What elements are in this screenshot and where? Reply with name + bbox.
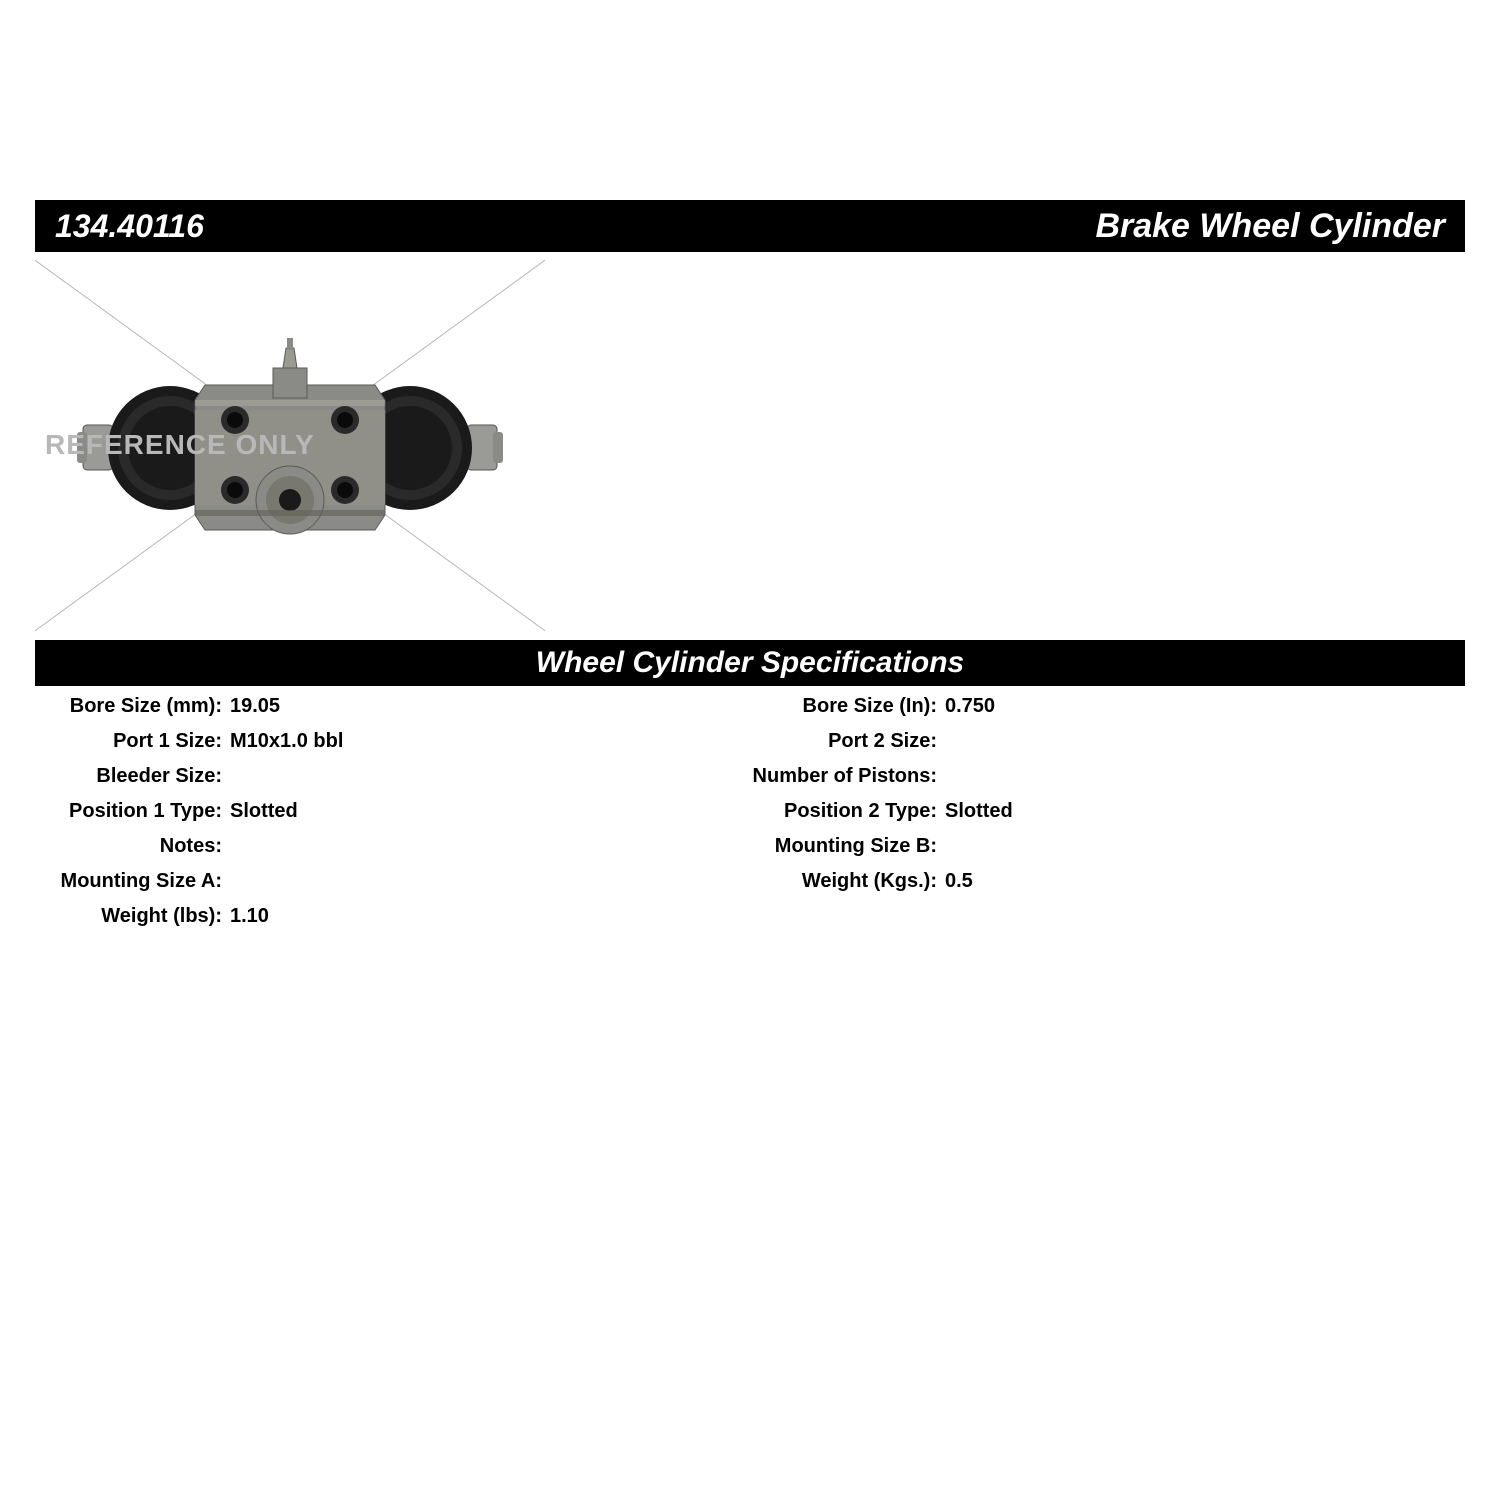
spec-label: Position 1 Type:: [35, 800, 230, 823]
spec-value: 0.750: [945, 695, 995, 718]
spec-value: 19.05: [230, 695, 280, 718]
spec-row: Position 1 Type: Slotted: [35, 800, 750, 830]
spec-row: Position 2 Type: Slotted: [750, 800, 1465, 830]
product-title: Brake Wheel Cylinder: [1095, 207, 1445, 246]
spec-row: Mounting Size A:: [35, 870, 750, 900]
spec-value: Slotted: [230, 800, 298, 823]
spec-label: Bore Size (In):: [750, 695, 945, 718]
spec-row: Weight (Kgs.): 0.5: [750, 870, 1465, 900]
spec-row: Port 1 Size: M10x1.0 bbl: [35, 730, 750, 760]
spec-label: Position 2 Type:: [750, 800, 945, 823]
product-image-area: REFERENCE ONLY: [35, 252, 545, 637]
spec-label: Notes:: [35, 835, 230, 858]
spec-row: Port 2 Size:: [750, 730, 1465, 760]
spec-row: Bore Size (mm): 19.05: [35, 695, 750, 725]
spec-value: 1.10: [230, 905, 269, 928]
spec-value: Slotted: [945, 800, 1013, 823]
spec-label: Port 2 Size:: [750, 730, 945, 753]
spec-column-left: Bore Size (mm): 19.05 Port 1 Size: M10x1…: [35, 695, 750, 935]
spec-row: Number of Pistons:: [750, 765, 1465, 795]
spec-label: Bleeder Size:: [35, 765, 230, 788]
spec-label: Mounting Size B:: [750, 835, 945, 858]
spec-label: Bore Size (mm):: [35, 695, 230, 718]
spec-header-title: Wheel Cylinder Specifications: [536, 646, 964, 680]
spec-row: Bore Size (In): 0.750: [750, 695, 1465, 725]
spec-table: Bore Size (mm): 19.05 Port 1 Size: M10x1…: [35, 695, 1465, 935]
spec-value: 0.5: [945, 870, 973, 893]
spec-label: Mounting Size A:: [35, 870, 230, 893]
spec-column-right: Bore Size (In): 0.750 Port 2 Size: Numbe…: [750, 695, 1465, 935]
spec-row: Notes:: [35, 835, 750, 865]
watermark-text: REFERENCE ONLY: [45, 429, 315, 461]
spec-value: M10x1.0 bbl: [230, 730, 343, 753]
spec-header-bar: Wheel Cylinder Specifications: [35, 640, 1465, 686]
spec-label: Weight (Kgs.):: [750, 870, 945, 893]
spec-row: Mounting Size B:: [750, 835, 1465, 865]
spec-row: Bleeder Size:: [35, 765, 750, 795]
spec-label: Number of Pistons:: [750, 765, 945, 788]
spec-row: Weight (lbs): 1.10: [35, 905, 750, 935]
spec-label: Port 1 Size:: [35, 730, 230, 753]
spec-label: Weight (lbs):: [35, 905, 230, 928]
header-bar: 134.40116 Brake Wheel Cylinder: [35, 200, 1465, 252]
part-number: 134.40116: [55, 208, 204, 245]
